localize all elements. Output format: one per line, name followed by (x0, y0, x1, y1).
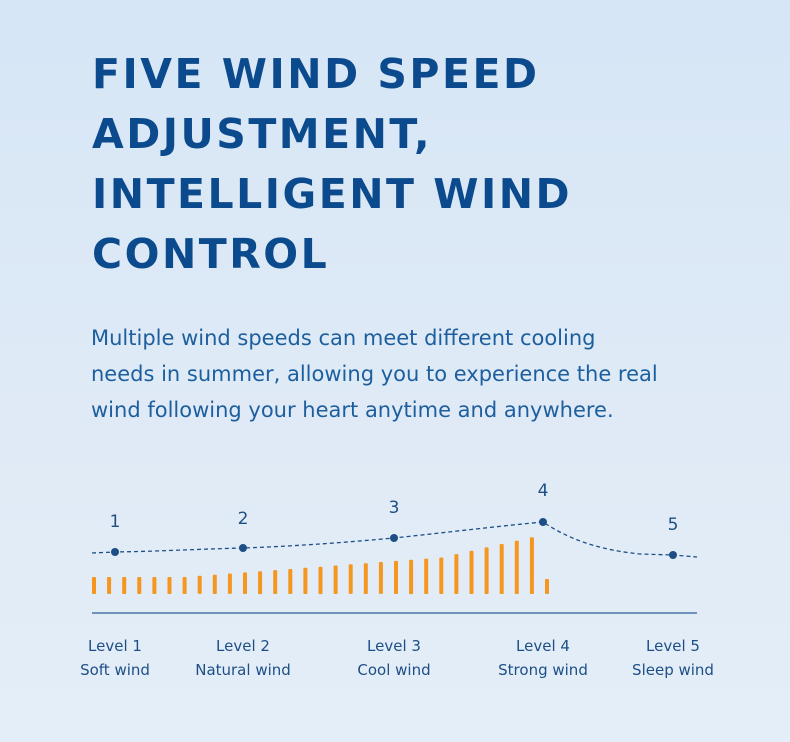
level-point (390, 534, 398, 542)
headline-line: ADJUSTMENT, (92, 110, 433, 158)
wind-bar (409, 559, 414, 595)
wind-bar (197, 575, 202, 594)
wind-bar (333, 565, 338, 594)
wind-bar (303, 567, 308, 594)
level-number: 1 (110, 512, 121, 532)
wind-bar (469, 550, 474, 594)
wind-bar (499, 544, 504, 594)
level-point (111, 548, 119, 556)
description-line: Multiple wind speeds can meet different … (91, 326, 596, 350)
wind-bar (378, 562, 383, 594)
level-number: 5 (668, 515, 679, 535)
wind-bar (484, 547, 489, 594)
level-name: Level 2 (216, 637, 270, 655)
wind-bar (363, 563, 368, 594)
wind-bar (318, 566, 323, 595)
level-mode: Soft wind (80, 661, 150, 679)
description-line: needs in summer, allowing you to experie… (91, 362, 658, 386)
level-label-1: Level 1 Soft wind (80, 634, 150, 682)
level-mode: Natural wind (195, 661, 291, 679)
level-number: 2 (238, 509, 249, 529)
wind-speed-svg: 1 2 3 4 5 (91, 481, 698, 614)
description-line: wind following your heart anytime and an… (91, 398, 614, 422)
headline-line: INTELLIGENT WIND (92, 170, 573, 218)
level-labels: Level 1 Soft wind Level 2 Natural wind L… (0, 470, 790, 742)
level-label-5: Level 5 Sleep wind (632, 634, 714, 682)
wind-bar (92, 577, 96, 594)
wind-speed-graphic: 1 2 3 4 5 Level 1 Soft wind Level 2 Natural … (0, 470, 790, 742)
wind-bar (258, 571, 263, 595)
wind-bar (167, 577, 172, 594)
level-name: Level 3 (367, 637, 421, 655)
wind-bar (122, 577, 127, 594)
wind-bar (545, 579, 549, 594)
level-point (539, 518, 547, 526)
wind-bar (439, 557, 444, 594)
level-number: 4 (538, 481, 549, 501)
description: Multiple wind speeds can meet different … (91, 320, 731, 428)
level-mode: Sleep wind (632, 661, 714, 679)
level-label-3: Level 3 Cool wind (357, 634, 430, 682)
wind-bar (394, 560, 398, 594)
headline-line: FIVE WIND SPEED (92, 50, 540, 98)
wind-bar (424, 558, 429, 594)
wind-bar (514, 540, 519, 594)
wind-bar (212, 574, 217, 594)
level-label-4: Level 4 Strong wind (498, 634, 588, 682)
wind-bar (243, 572, 247, 594)
wind-bar (137, 577, 142, 594)
level-number: 3 (389, 498, 400, 518)
wind-bar (348, 564, 353, 594)
wind-bar (152, 577, 157, 594)
level-point (669, 551, 677, 559)
headline-line: CONTROL (92, 230, 330, 278)
wind-bar (454, 554, 459, 594)
wind-bar (273, 570, 278, 594)
level-mode: Cool wind (357, 661, 431, 679)
wind-bar (107, 577, 112, 594)
level-name: Level 1 (88, 637, 142, 655)
level-label-2: Level 2 Natural wind (195, 634, 291, 682)
wind-bar (288, 569, 293, 594)
headline: FIVE WIND SPEED ADJUSTMENT, INTELLIGENT … (92, 44, 732, 284)
wind-bar (227, 573, 232, 594)
wind-bar (529, 537, 534, 594)
level-point (239, 544, 247, 552)
level-name: Level 5 (646, 637, 700, 655)
wind-bar (182, 577, 187, 594)
level-name: Level 4 (516, 637, 570, 655)
level-mode: Strong wind (498, 661, 588, 679)
